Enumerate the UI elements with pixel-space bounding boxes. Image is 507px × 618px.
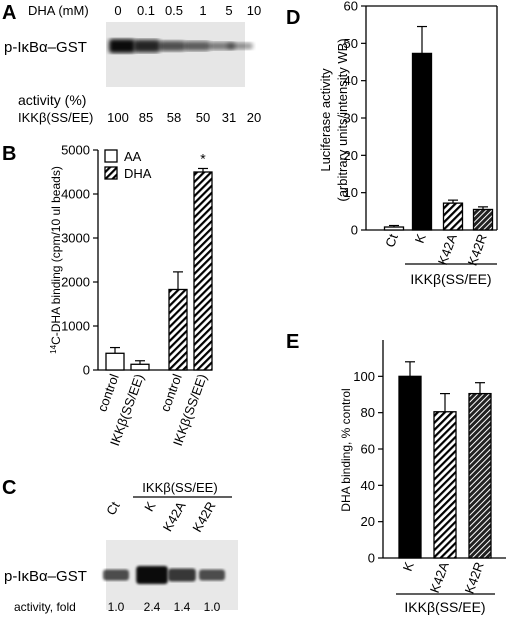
panel-a-letter: A [2,2,16,24]
blot-c-band-1 [136,566,168,584]
panel-e-xtick-label-0: K [400,560,417,574]
panel-b-xtick-label-0: control [94,372,121,414]
blot-a-band-label: p-IκBα–GST [4,39,87,56]
legend-label-aa: AA [124,149,142,164]
panel-b-bar-1 [130,363,150,371]
panel-e-ytick-label-0: 0 [368,551,375,566]
blot-a-band-3 [184,41,210,51]
panel-d-xtick-label-0: Ct [382,232,401,250]
activity-percent-0: 100 [107,110,129,125]
panel-b-ytick-label-3: 3000 [61,231,90,246]
panel-e-bar-2 [468,392,492,559]
panel-b-ytick-label-2: 2000 [61,275,90,290]
panel-e-ytick-label-4: 80 [361,405,375,420]
legend-swatch-aa [104,149,118,163]
panel-b-legend: AA DHA [104,149,152,181]
blot-a-band-5 [227,42,253,50]
panel-e-ytick-label-3: 60 [361,442,375,457]
blot-a-band-1 [134,39,160,53]
panel-c-kinase-label: IKKβ(SS/EE) [142,480,217,495]
panel-d-ylabel-line2: (arbitrary units/intensity WB) [335,38,350,201]
blot-a-band-2 [159,40,185,52]
panel-b-ylabel: 14C-DHA binding (cpm/10 ul beads) [49,166,63,354]
panel-c-lane-ct: Ct [103,499,123,518]
panel-a-kinase-label: IKKβ(SS/EE) [18,110,93,125]
panel-e-ytick-label-1: 20 [361,514,375,529]
panel-b: B 14C-DHA binding (cpm/10 ul beads) 0 100… [2,143,213,448]
panel-e-xtick-label-2: K42R [462,560,487,596]
dha-concentration-5: 10 [247,3,261,18]
panel-e-xgroup-label: IKKβ(SS/EE) [404,599,485,615]
blot-c-band-0 [103,569,129,581]
panel-b-ytick-label-0: 0 [83,363,90,378]
panel-d-xgroup-label: IKKβ(SS/EE) [410,271,491,287]
panel-a: A DHA (mM) 0 0.1 0.5 1 5 10 p-IκBα–GST activi… [2,2,261,125]
panel-d-xtick-label-1: K [412,232,429,246]
activity-percent-5: 20 [247,110,261,125]
activity-percent-label: activity (%) [18,92,86,108]
panel-d-ytick-label-0: 0 [351,223,358,238]
panel-e: E DHA binding, % control 0 20 40 60 80 100 K K4… [286,331,506,615]
panel-d-ytick-label-1: 10 [344,185,358,200]
blot-a-band-0 [109,39,135,53]
panel-c-lane-k42r: K42R [189,499,218,535]
panel-e-letter: E [286,331,299,353]
activity-percent-3: 50 [196,110,210,125]
panel-b-significance-mark: * [200,151,206,167]
dha-concentration-3: 1 [199,3,206,18]
panel-b-ytick-label-1: 1000 [61,319,90,334]
blot-a-background [106,22,245,87]
panel-d-bar-3 [472,208,494,231]
activity-fold-3: 1.0 [204,600,221,614]
dha-concentration-1: 0.1 [137,3,155,18]
blot-c-band-3 [199,569,225,581]
activity-fold-0: 1.0 [108,600,125,614]
activity-fold-label: activity, fold [14,600,76,614]
panel-c-lane-k42a: K42A [160,499,189,534]
panel-d-ytick-label-3: 30 [344,111,358,126]
panel-d: D Luciferase activity (arbitrary units/i… [286,0,498,287]
blot-c-band-2 [168,568,196,582]
panel-d-xtick-label-2: K42A [435,232,460,267]
dha-concentration-2: 0.5 [165,3,183,18]
panel-b-ytick-label-5: 5000 [61,143,90,158]
panel-b-bar-3 [193,171,213,371]
panel-d-bar-2 [442,202,464,231]
blot-c-band-label: p-IκBα–GST [4,568,87,585]
legend-swatch-dha [104,166,118,180]
dha-concentration-0: 0 [114,3,121,18]
activity-fold-1: 2.4 [144,600,161,614]
panel-d-ylabel-line1: Luciferase activity [318,68,333,172]
panel-d-xtick-label-3: K42R [465,232,490,268]
panel-d-ytick-label-6: 60 [344,0,358,14]
activity-fold-2: 1.4 [174,600,191,614]
panel-b-bar-2 [168,288,188,371]
panel-d-letter: D [286,7,300,29]
panel-b-xtick-label-2: control [157,372,184,414]
panel-b-letter: B [2,143,16,165]
panel-e-bar-0 [398,375,422,559]
panel-d-ytick-label-5: 50 [344,36,358,51]
panel-d-bar-1 [411,52,433,231]
legend-label-dha: DHA [124,166,152,181]
panel-e-ytick-label-2: 40 [361,478,375,493]
panel-e-ytick-label-5: 100 [353,369,375,384]
dha-concentration-4: 5 [225,3,232,18]
dha-concentration-label: DHA (mM) [28,3,89,18]
panel-d-ytick-label-4: 40 [344,73,358,88]
panel-e-ylabel: DHA binding, % control [339,388,353,511]
panel-b-bar-0 [105,352,125,371]
panel-b-ytick-label-4: 4000 [61,187,90,202]
activity-percent-2: 58 [167,110,181,125]
panel-c-lane-k: K [141,499,158,514]
panel-e-xtick-label-1: K42A [427,560,452,595]
panel-d-bar-0 [383,226,405,231]
activity-percent-1: 85 [139,110,153,125]
panel-c: C IKKβ(SS/EE) Ct K K42A K42R p-IκBα–GST act… [2,477,238,614]
panel-c-letter: C [2,477,16,499]
activity-percent-4: 31 [222,110,236,125]
panel-e-bar-1 [433,411,457,559]
panel-d-ytick-label-2: 20 [344,148,358,163]
